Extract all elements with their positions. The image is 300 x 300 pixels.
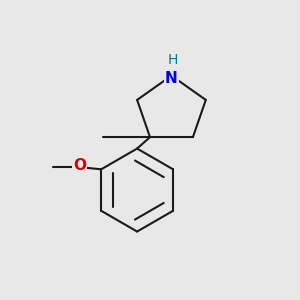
- Text: N: N: [165, 71, 178, 86]
- Text: H: H: [168, 53, 178, 67]
- Text: O: O: [74, 158, 86, 173]
